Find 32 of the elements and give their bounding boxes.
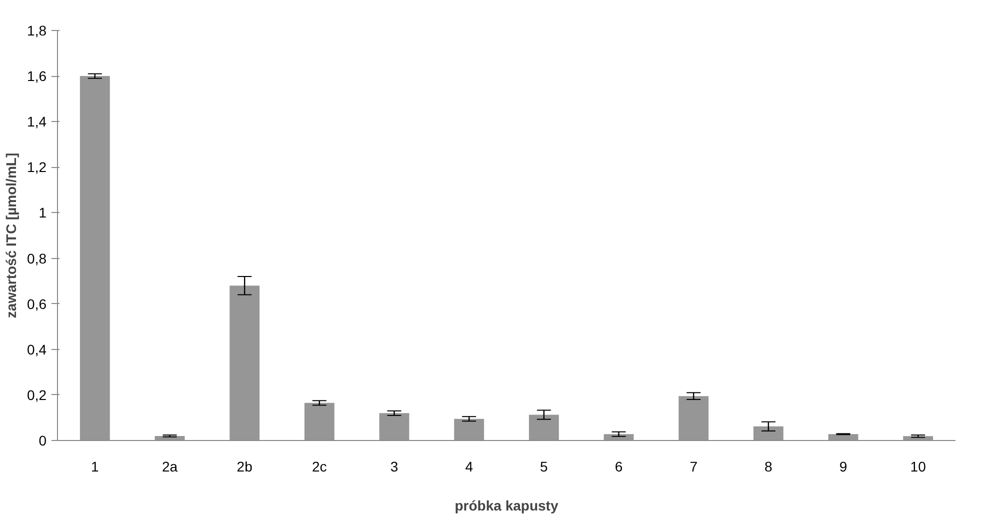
x-tick-label: 6 (614, 458, 623, 474)
y-tick-label: 1,8 (27, 22, 47, 38)
y-tick-label: 1,6 (27, 68, 47, 84)
x-tick-label: 4 (465, 458, 474, 474)
x-tick-label: 8 (764, 458, 773, 474)
bar (80, 76, 110, 440)
bar (230, 286, 260, 440)
y-tick-label: 1 (38, 204, 47, 221)
x-tick-label: 3 (390, 458, 398, 474)
y-tick-label: 0,4 (27, 341, 47, 358)
x-tick-label: 7 (690, 458, 698, 474)
x-tick-label: 2a (162, 458, 178, 474)
y-tick-label: 0 (38, 432, 47, 448)
bar (528, 414, 559, 440)
bar (753, 426, 784, 440)
bar (379, 413, 410, 440)
x-tick-label: 5 (540, 458, 548, 474)
x-tick-label: 2b (236, 458, 253, 474)
y-tick-label: 0,2 (27, 386, 47, 403)
x-tick-label: 10 (910, 458, 926, 474)
x-tick-label: 9 (839, 458, 848, 474)
y-tick-label: 0,8 (27, 250, 47, 266)
bar (304, 402, 334, 440)
y-tick-label: 1,2 (27, 159, 47, 176)
y-tick-label: 0,6 (27, 296, 47, 312)
bar (678, 396, 709, 440)
x-axis-title: próbka kapusty (454, 498, 558, 514)
y-tick-label: 1,4 (27, 114, 47, 130)
x-tick-label: 1 (91, 458, 100, 474)
y-axis-title: zawartość ITC [µmol/mL] (3, 152, 20, 318)
bar (454, 418, 484, 440)
x-tick-label: 2c (312, 458, 327, 474)
